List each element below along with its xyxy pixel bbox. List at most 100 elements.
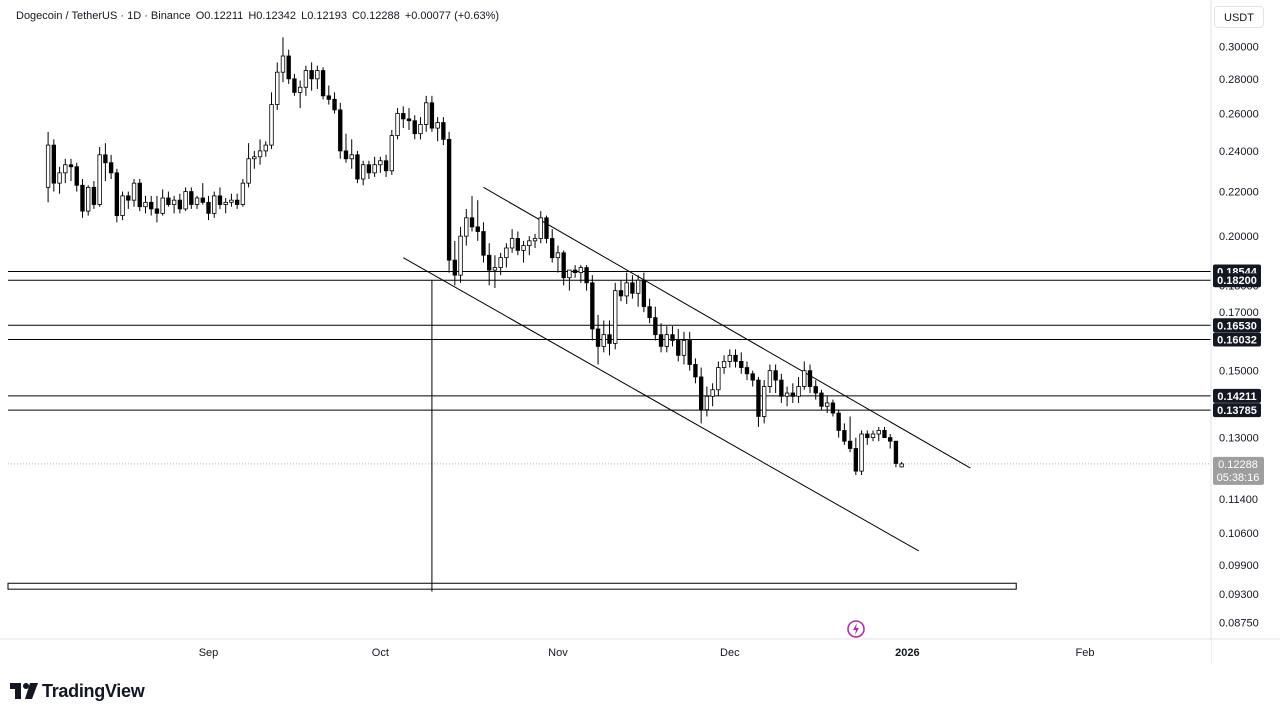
candle-body [424,102,429,125]
candle [395,108,400,140]
candle-body [446,138,452,261]
candle-body [229,199,234,203]
symbol-legend: Dogecoin / TetherUS · 1D · Binance O0.12… [16,10,501,22]
candle [257,139,263,165]
candle [194,195,200,209]
candle [406,108,412,130]
candle [704,386,710,417]
candle-body [641,279,647,308]
candle [744,361,750,381]
x-tick-label: Nov [548,647,568,659]
candle-body [91,186,97,205]
candle-body [796,386,801,397]
candle-body [177,199,183,210]
candle-body [744,367,750,375]
candle-body [355,154,360,180]
candle [137,179,142,212]
candle-body [865,433,870,438]
candle-body [601,334,606,347]
candle-body [68,164,74,168]
candle [286,49,291,84]
candle [647,298,652,324]
candle-body [498,257,503,268]
candle [750,370,755,387]
candle-body [538,217,543,239]
candle-body [572,269,578,274]
candle-body [750,373,755,381]
candle-body [401,113,406,120]
candle-body [756,379,761,417]
candle-body [395,113,400,136]
candle [166,191,171,207]
candle-body [292,78,297,93]
candle-body [555,252,561,259]
ohlc-close: C0.12288 [352,10,400,22]
candle [893,440,899,468]
tradingview-logo[interactable]: TradingView [10,680,145,702]
candle-body [807,370,813,387]
candle-body [343,150,349,160]
level-badge-bg [1213,332,1261,347]
candle [819,389,824,410]
candle [464,208,469,246]
candle [888,433,893,449]
candle [784,386,790,407]
candle-body [561,252,566,279]
candle-body [739,361,744,368]
range-box [7,582,1017,590]
candle [97,147,102,207]
candle [578,265,584,283]
candle [498,252,503,276]
candlestick-series [45,37,904,476]
candle [246,143,251,188]
candle-body [217,195,223,205]
y-tick-label: 0.22000 [1219,187,1259,199]
candle-body [590,282,595,330]
candle-body [624,282,629,297]
level-badge-label: 0.14211 [1217,391,1256,403]
candle [275,62,280,110]
candle-body [893,440,899,464]
candle [234,193,240,209]
currency-button[interactable]: USDT [1214,6,1264,28]
candle [200,183,205,205]
candle [899,461,904,468]
candle-body [515,238,521,251]
time-axis-background [8,640,1211,665]
price-chart[interactable]: 0.320000.300000.280000.260000.240000.220… [0,0,1280,670]
candle-body [532,238,538,242]
candle-body [51,144,57,184]
y-tick-label: 0.09900 [1219,560,1259,572]
candle [252,150,257,169]
lightning-icon[interactable] [846,619,866,639]
trend-line [403,257,920,552]
y-tick-label: 0.26000 [1219,108,1259,120]
candle [756,376,761,427]
candle-body [521,245,526,251]
candle-body [143,201,148,208]
candle [80,179,85,218]
y-tick-label: 0.24000 [1219,146,1259,158]
candle-body [882,430,887,438]
candle [635,275,641,307]
candle [710,383,715,407]
candle [481,222,486,263]
candle [401,106,406,129]
candle-body [286,55,291,80]
candle-body [813,386,818,394]
candle [532,233,538,248]
candle-body [876,430,881,435]
candle-body [326,95,331,100]
level-badge-label: 0.16032 [1217,335,1257,347]
candle-body [544,217,549,239]
candle [452,240,458,286]
candle-body [618,290,624,297]
candle [320,67,326,100]
candle [876,426,881,442]
candle [670,326,675,347]
y-tick-label: 0.11400 [1219,494,1258,506]
candle-body [853,448,859,472]
trend-line [483,186,971,469]
candle-body [412,120,417,135]
